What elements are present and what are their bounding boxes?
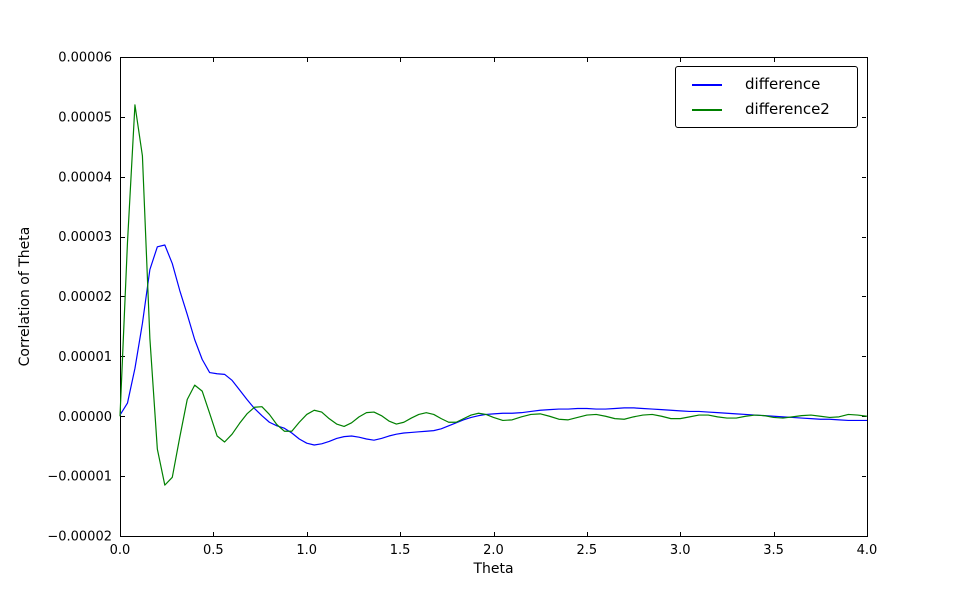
y-tick-label: 0.00000: [58, 410, 112, 425]
y-tick-label: −0.00001: [47, 470, 112, 485]
x-tick-label: 3.5: [763, 543, 784, 558]
y-axis-label: Correlation of Theta: [17, 226, 33, 367]
legend-label: difference: [745, 75, 821, 93]
x-axis-label: Theta: [473, 561, 514, 577]
legend-label: difference2: [745, 100, 830, 118]
x-tick-label: 2.5: [577, 543, 598, 558]
legend-item-difference: difference: [686, 77, 847, 92]
y-tick-label: −0.00002: [47, 530, 112, 545]
y-tick-label: 0.00001: [58, 350, 112, 365]
x-tick-label: 2.0: [483, 543, 504, 558]
y-tick-label: 0.00002: [58, 290, 112, 305]
y-tick-label: 0.00006: [58, 51, 112, 66]
y-tick-label: 0.00004: [58, 170, 112, 185]
difference-line-swatch-icon: [692, 83, 722, 86]
x-tick-label: 0.5: [203, 543, 224, 558]
plot-border: [120, 57, 868, 537]
legend-item-difference2: difference2: [686, 102, 847, 117]
x-tick-label: 3.0: [670, 543, 691, 558]
difference2-line: [119, 104, 868, 486]
x-tick-label: 1.0: [296, 543, 317, 558]
legend: difference difference2: [675, 66, 858, 128]
x-tick-label: 0.0: [110, 543, 131, 558]
difference2-line-swatch-icon: [692, 108, 722, 111]
y-tick-label: 0.00003: [58, 230, 112, 245]
x-tick-label: 1.5: [390, 543, 411, 558]
y-tick-label: 0.00005: [58, 110, 112, 125]
x-tick-label: 4.0: [857, 543, 878, 558]
